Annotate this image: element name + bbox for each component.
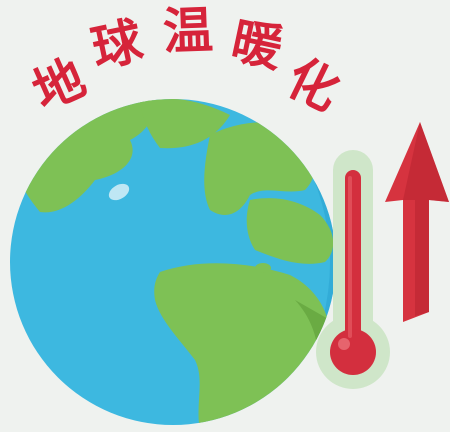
title-char-2: 球 — [86, 11, 148, 79]
rising-arrow-icon — [385, 122, 449, 322]
thermometer-icon — [316, 150, 390, 389]
title-char-4: 暖 — [226, 11, 288, 79]
title-char-3: 温 — [162, 1, 214, 61]
